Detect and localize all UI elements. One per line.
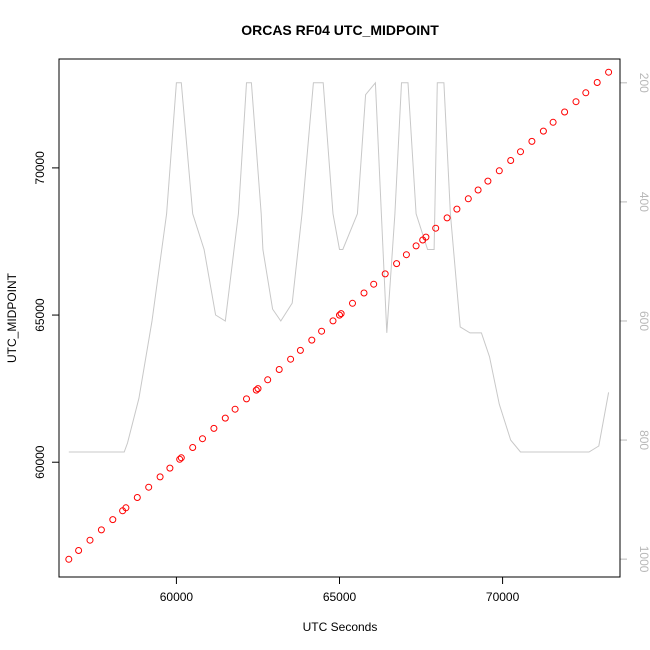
scatter-point [561,108,569,116]
y-axis-label: UTC_MIDPOINT [5,272,19,363]
scatter-point [65,555,73,563]
scatter-point [252,386,260,394]
scatter-point [199,435,206,443]
right-axis-tick-label: 1000 [637,546,650,573]
scatter-point [381,270,389,278]
scatter-point [231,405,239,413]
scatter-point [122,504,130,512]
scatter-point [572,98,580,106]
y-tick-label: 70000 [33,151,47,185]
scatter-point [109,516,117,524]
axes-layer: 60000 65000 70000 60000 65000 70000 200 400 600 8… [33,73,650,604]
scatter-point [275,366,283,373]
scatter-point [605,68,613,76]
scatter-point [254,385,262,393]
scatter-point [370,280,378,288]
right-axis-tick-label: 200 [637,73,650,93]
scatter-point [393,260,401,268]
scatter-point [264,376,272,384]
scatter-point [507,157,515,164]
scatter-point [517,148,524,156]
scatter-point [318,327,326,335]
right-axis-tick-label: 800 [637,430,650,450]
y-tick-label: 65000 [33,298,47,332]
scatter-point [329,317,337,325]
scatter-point [484,177,492,185]
scatter-point [360,289,368,297]
scatter-point [422,233,430,241]
scatter-point [464,195,472,203]
scatter-point [221,414,229,422]
scatter-point [443,214,451,222]
scatter-point [402,251,410,259]
scatter-point [453,205,461,213]
scatter-point [243,395,250,403]
scatter-point [412,242,420,250]
scatter-point [349,299,356,307]
scatter-point [495,167,503,175]
right-axis-series-layer [68,81,610,453]
plot-frame [58,58,621,578]
scatter-point [539,127,547,135]
scatter-point [549,118,557,126]
x-tick-label: 60000 [160,590,194,604]
x-tick-label: 65000 [323,590,357,604]
scatter-point [145,483,153,491]
scatter-point [582,89,590,97]
scatter-point [432,224,440,232]
chart-title: ORCAS RF04 UTC_MIDPOINT [241,22,439,38]
x-tick-label: 70000 [486,590,520,604]
scatter-point [528,137,536,145]
y-tick-label: 60000 [33,445,47,479]
scatter-point [474,186,482,194]
scatter-point [593,79,601,86]
right-axis-series-line [68,81,610,453]
scatter-point [156,473,164,481]
scatter-point [177,454,185,462]
scatter-point [189,444,197,451]
scatter-point [86,536,94,544]
scatter-point [296,346,304,354]
scatter-point [287,355,295,363]
scatter-point [75,547,83,554]
right-axis-tick-label: 400 [637,192,650,212]
scatter-point [97,526,105,534]
scatter-point [210,424,218,432]
scatter-point [133,494,141,501]
scatter-points-layer [65,68,613,563]
scatter-point [176,455,184,463]
x-axis-label: UTC Seconds [303,620,378,634]
scatter-point [308,336,316,344]
scatter-point [337,310,345,318]
scatter-point [336,311,343,319]
right-axis-tick-label: 600 [637,311,650,331]
scatter-point [166,464,174,472]
